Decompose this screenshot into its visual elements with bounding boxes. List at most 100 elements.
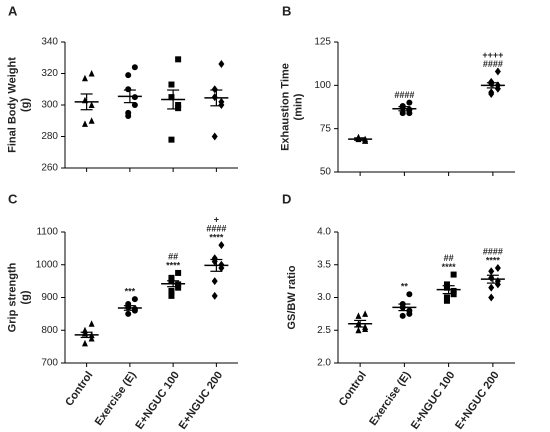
significance-label: *** <box>125 287 136 297</box>
data-point <box>81 339 88 347</box>
x-tick-label: Control <box>63 370 95 409</box>
y-tick-label: 2.0 <box>317 358 331 369</box>
data-point <box>494 280 501 289</box>
y-tick-label: 320 <box>41 68 58 79</box>
data-point <box>355 326 362 334</box>
data-point <box>168 287 175 294</box>
data-point <box>218 241 225 250</box>
panel-label: D <box>282 191 291 206</box>
significance-label: #### <box>206 223 226 233</box>
data-point <box>211 277 218 286</box>
data-point <box>168 136 175 143</box>
significance-label: ## <box>444 253 454 263</box>
data-point <box>443 294 450 301</box>
data-point <box>168 94 175 101</box>
data-point <box>175 284 182 291</box>
data-point <box>175 269 182 276</box>
y-tick-label: 100 <box>314 80 331 91</box>
significance-label: #### <box>394 90 414 100</box>
y-axis-label: GS/BW ratio <box>286 265 298 329</box>
data-point <box>406 110 413 117</box>
data-point <box>355 312 362 319</box>
data-point <box>168 292 175 299</box>
data-point <box>125 113 132 120</box>
data-point <box>450 291 457 298</box>
y-axis-label: Exhaustion Time(min) <box>279 63 304 151</box>
significance-label: #### <box>483 59 503 69</box>
y-tick-label: 1000 <box>36 259 59 270</box>
y-tick-label: 1100 <box>36 227 58 238</box>
x-tick-label: Exercise (E) <box>93 369 139 428</box>
data-point <box>175 102 182 108</box>
data-point <box>443 281 450 288</box>
x-tick-label: Exercise (E) <box>367 369 413 428</box>
data-point <box>494 67 501 76</box>
data-point <box>406 99 413 106</box>
data-point <box>406 310 413 317</box>
data-point <box>494 264 501 273</box>
data-point <box>88 117 95 124</box>
y-tick-label: 300 <box>41 100 58 111</box>
data-point <box>218 60 225 69</box>
y-axis-label: Grip strength(g) <box>6 262 31 332</box>
data-point <box>443 284 450 291</box>
significance-label: ** <box>401 282 409 292</box>
data-point <box>362 310 369 317</box>
x-tick-label: E+NGUC 200 <box>177 370 226 432</box>
y-tick-label: 700 <box>41 358 58 369</box>
data-point <box>88 70 95 77</box>
data-point <box>494 84 501 93</box>
data-point <box>175 56 182 63</box>
y-tick-label: 50 <box>320 167 332 178</box>
y-tick-label: 260 <box>41 163 58 174</box>
data-point <box>399 312 406 319</box>
y-tick-label: 3.5 <box>317 259 331 270</box>
y-tick-label: 4.0 <box>317 227 331 238</box>
data-point <box>175 105 182 112</box>
data-point <box>88 101 95 108</box>
data-point <box>406 291 413 298</box>
data-point <box>81 120 88 127</box>
significance-label: ## <box>168 251 178 261</box>
data-point <box>81 74 88 82</box>
data-point <box>399 110 406 117</box>
data-point <box>131 64 138 71</box>
y-tick-label: 125 <box>314 37 331 48</box>
data-point <box>488 90 495 98</box>
x-tick-label: E+NGUC 200 <box>453 370 502 432</box>
data-point <box>211 291 218 300</box>
data-point <box>443 297 450 304</box>
data-point <box>88 334 95 342</box>
y-tick-label: 3.0 <box>317 292 331 303</box>
data-point <box>450 271 457 278</box>
significance-label: **** <box>442 262 457 272</box>
data-point <box>362 325 369 332</box>
data-point <box>488 267 495 276</box>
panel-label: B <box>282 3 291 18</box>
significance-label: **** <box>486 255 501 265</box>
data-point <box>125 72 132 79</box>
data-point <box>131 102 138 108</box>
data-point <box>88 320 95 327</box>
significance-label: + <box>214 214 219 224</box>
y-tick-label: 2.5 <box>317 325 331 336</box>
data-point <box>168 81 175 88</box>
data-point <box>211 132 218 141</box>
significance-label: **** <box>209 232 224 242</box>
data-point <box>488 283 495 292</box>
data-point <box>131 296 138 303</box>
data-point <box>218 101 225 109</box>
data-point <box>488 293 495 302</box>
y-axis-label: Final Body Weight(g) <box>6 57 31 153</box>
x-tick-label: E+NGUC 100 <box>133 370 182 432</box>
y-tick-label: 800 <box>41 325 58 336</box>
y-tick-label: 340 <box>41 37 58 48</box>
significance-label: **** <box>166 260 181 270</box>
data-point <box>168 274 175 281</box>
y-tick-label: 75 <box>320 123 332 134</box>
data-point <box>450 287 457 294</box>
data-point <box>125 310 132 317</box>
panel-label: C <box>8 191 18 206</box>
panel-label: A <box>8 3 18 18</box>
